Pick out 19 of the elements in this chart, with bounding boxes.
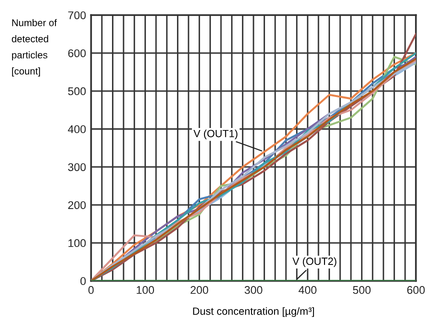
y-tick-label: 0 (80, 277, 86, 286)
y-tick-label: 200 (68, 201, 86, 210)
y-tick-label: 400 (68, 125, 86, 134)
annotation: V (OUT1) (194, 130, 238, 140)
y-tick-label: 500 (68, 87, 86, 96)
x-tick-label: 200 (190, 286, 208, 294)
x-tick-label: 100 (136, 286, 154, 294)
y-tick-label: 100 (68, 239, 86, 248)
y-tick-label: 600 (68, 49, 86, 58)
y-axis-title: Number of detected particles [count] (12, 19, 57, 76)
x-tick-label: 500 (352, 286, 371, 294)
annotation: V (OUT2) (292, 257, 336, 267)
y-tick-label: 300 (68, 163, 86, 172)
x-axis-title: Dust concentration [µg/m³] (193, 307, 314, 317)
x-tick-label: 0 (88, 286, 94, 294)
x-tick-label: 400 (298, 286, 316, 294)
x-tick-label: 600 (407, 286, 425, 294)
y-tick-label: 700 (68, 11, 86, 20)
x-tick-label: 300 (244, 286, 262, 294)
